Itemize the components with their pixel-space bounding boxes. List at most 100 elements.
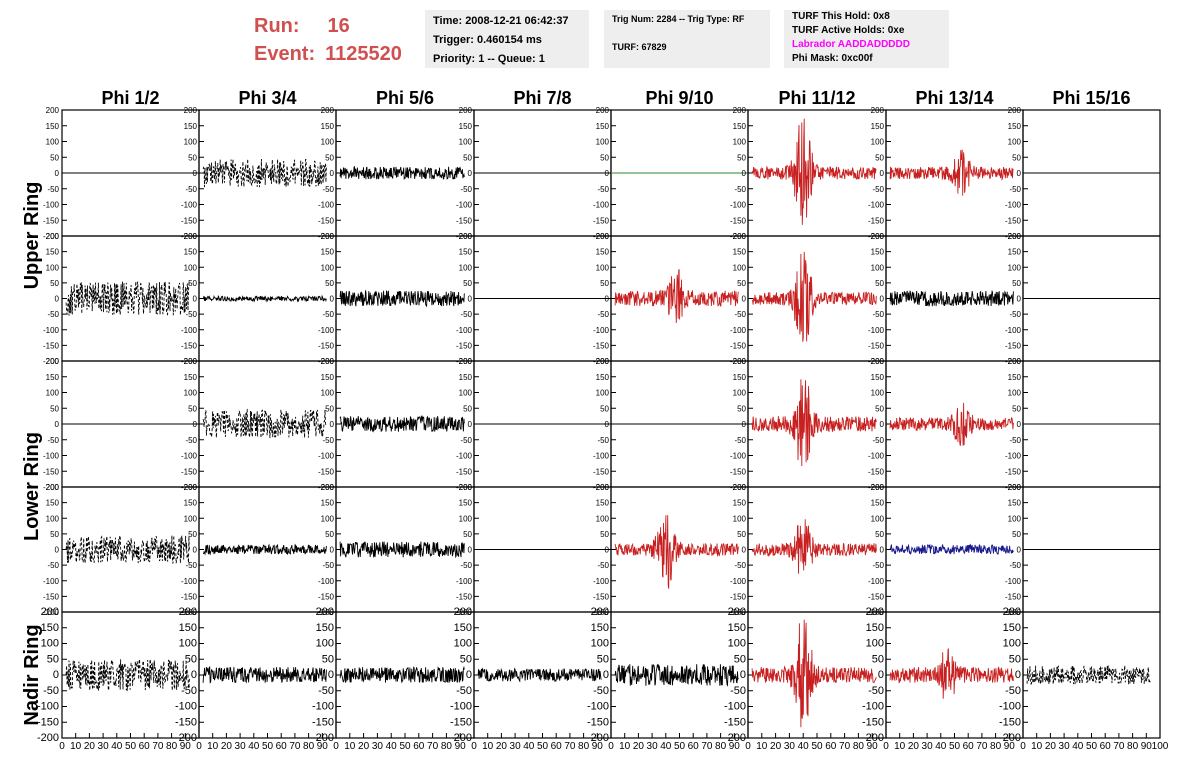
y-tick-label: 150 [184, 373, 198, 382]
y-tick-label: 0 [468, 295, 473, 304]
labrador-text: Labrador AADDADDDDD [792, 39, 910, 50]
y-tick-label: 200 [184, 106, 198, 115]
y-tick-label: -150 [456, 592, 473, 601]
y-tick-label: 200 [596, 106, 610, 115]
waveform-trace [477, 667, 602, 683]
y-tick-label: 50 [737, 153, 746, 162]
x-tick-label: 0 [59, 741, 65, 752]
y-tick-label: 100 [728, 638, 746, 650]
x-tick-label: 90 [317, 741, 329, 752]
y-tick-label: 0 [193, 546, 198, 555]
y-tick-label: 50 [737, 530, 746, 539]
y-tick-label: -50 [1009, 185, 1021, 194]
trig-num-text: Trig Num: 2284 -- Trig Type: RF [612, 14, 745, 24]
y-tick-label: 200 [321, 232, 335, 241]
y-tick-label: -150 [1005, 592, 1022, 601]
waveform-trace [65, 281, 190, 316]
y-tick-label: 200 [179, 606, 197, 618]
column-title: Phi 3/4 [238, 88, 296, 108]
x-tick-label: 50 [949, 741, 961, 752]
y-tick-label: 50 [734, 653, 746, 665]
y-tick-label: -150 [1005, 341, 1022, 350]
y-tick-label: -100 [593, 452, 610, 461]
y-tick-label: 100 [184, 263, 198, 272]
y-tick-label: -150 [318, 592, 335, 601]
x-tick-label: 70 [289, 741, 301, 752]
y-tick-label: 50 [1012, 530, 1021, 539]
y-tick-label: -100 [318, 577, 335, 586]
y-tick-label: 0 [605, 295, 610, 304]
x-tick-label: 60 [276, 741, 288, 752]
y-tick-label: 0 [1017, 169, 1022, 178]
y-tick-label: 50 [188, 279, 197, 288]
y-tick-label: 0 [880, 295, 885, 304]
y-tick-label: 200 [316, 606, 334, 618]
waveform-trace [751, 379, 877, 467]
x-tick-label: 80 [1127, 741, 1139, 752]
y-tick-label: -150 [1005, 216, 1022, 225]
y-tick-label: 100 [871, 514, 885, 523]
y-tick-label: 0 [53, 669, 59, 681]
y-tick-label: -150 [37, 716, 59, 728]
y-tick-label: 50 [188, 404, 197, 413]
waveform-trace [203, 543, 327, 556]
y-tick-label: 200 [321, 357, 335, 366]
y-tick-label: 200 [1008, 483, 1022, 492]
x-tick-label: 30 [372, 741, 384, 752]
y-tick-label: 200 [321, 106, 335, 115]
y-tick-label: 150 [596, 499, 610, 508]
y-tick-label: 50 [322, 653, 334, 665]
y-tick-label: -50 [460, 561, 472, 570]
y-tick-label: 200 [46, 232, 60, 241]
y-tick-label: 200 [871, 232, 885, 241]
x-tick-label: 30 [510, 741, 522, 752]
x-tick-label: 100 [1152, 741, 1169, 752]
y-tick-label: 100 [184, 514, 198, 523]
x-tick-label: 60 [413, 741, 425, 752]
y-tick-label: 50 [188, 153, 197, 162]
x-tick-label: 20 [221, 741, 233, 752]
y-tick-label: 0 [1017, 420, 1022, 429]
y-tick-label: 100 [454, 638, 472, 650]
y-tick-label: -150 [593, 216, 610, 225]
y-tick-label: 50 [875, 404, 884, 413]
x-tick-label: 50 [811, 741, 823, 752]
y-tick-label: 50 [47, 653, 59, 665]
y-tick-label: 50 [325, 404, 334, 413]
y-tick-label: -100 [37, 701, 59, 713]
y-tick-label: 0 [330, 169, 335, 178]
y-tick-label: -200 [999, 732, 1021, 744]
y-tick-label: -150 [43, 467, 60, 476]
waveform-trace [1026, 665, 1151, 686]
y-tick-label: -100 [1005, 201, 1022, 210]
waveform-trace [339, 541, 465, 559]
y-tick-label: -150 [730, 467, 747, 476]
y-tick-label: -50 [322, 436, 334, 445]
y-tick-label: -200 [862, 732, 884, 744]
x-tick-label: 0 [471, 741, 477, 752]
y-tick-label: 150 [871, 373, 885, 382]
x-tick-label: 80 [715, 741, 727, 752]
y-tick-label: 200 [459, 357, 473, 366]
x-tick-label: 30 [98, 741, 110, 752]
x-tick-label: 80 [853, 741, 865, 752]
y-tick-label: 0 [1017, 546, 1022, 555]
y-tick-label: -200 [43, 608, 60, 617]
y-tick-label: -100 [730, 452, 747, 461]
x-tick-label: 50 [1086, 741, 1098, 752]
y-tick-label: -200 [724, 732, 746, 744]
x-tick-label: 40 [523, 741, 535, 752]
y-tick-label: 100 [733, 138, 747, 147]
y-tick-label: -100 [868, 201, 885, 210]
y-tick-label: 0 [330, 546, 335, 555]
y-tick-label: 100 [591, 638, 609, 650]
y-tick-label: 100 [184, 389, 198, 398]
trigger-text: Trigger: 0.460154 ms [433, 34, 542, 46]
y-tick-label: 0 [328, 669, 334, 681]
y-tick-label: 0 [466, 669, 472, 681]
y-tick-label: 0 [55, 546, 60, 555]
x-tick-label: 50 [399, 741, 411, 752]
phi-mask-text: Phi Mask: 0xc00f [792, 53, 873, 64]
y-tick-label: -100 [593, 326, 610, 335]
